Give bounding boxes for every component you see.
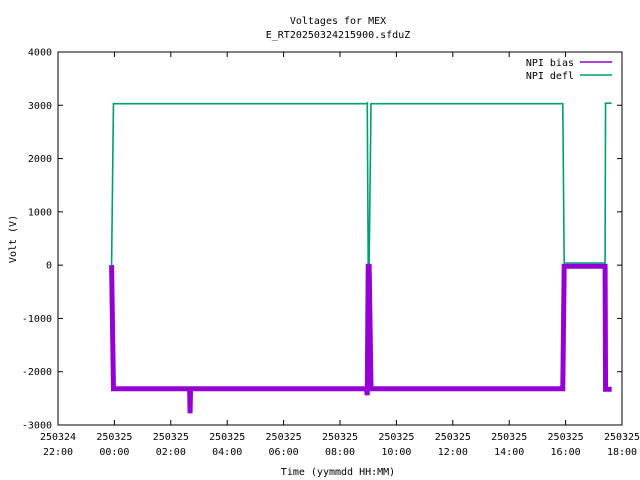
series-line-npi-defl: [110, 101, 612, 266]
y-tick-label: -3000: [22, 421, 52, 432]
plot-frame: [57, 51, 623, 426]
legend-label: NPI bias: [526, 58, 574, 69]
x-tick-time-label: 12:00: [438, 447, 468, 458]
y-tick-label: -1000: [22, 314, 52, 325]
x-axis: 250324 22:00 250325 00:00 250325 02:00 250325 0…: [40, 52, 640, 458]
x-tick-time-label: 18:00: [607, 447, 637, 458]
x-tick-time-label: 16:00: [551, 447, 581, 458]
y-tick-label: 0: [46, 261, 52, 272]
y-tick-label: 4000: [28, 48, 52, 59]
x-tick-date-label: 250325: [266, 432, 302, 443]
x-tick-time-label: 02:00: [156, 447, 186, 458]
y-tick-label: 3000: [28, 101, 52, 112]
y-axis-label: Volt (V): [8, 215, 19, 263]
chart-subtitle: E_RT20250324215900.sfduZ: [266, 30, 411, 41]
legend: NPI bias NPI defl: [526, 58, 612, 82]
legend-label: NPI defl: [526, 71, 574, 82]
x-tick-date-label: 250325: [153, 432, 189, 443]
x-tick-time-label: 10:00: [381, 447, 411, 458]
chart-title: Voltages for MEX: [290, 16, 386, 27]
series-layer: [109, 101, 612, 414]
y-tick-label: -2000: [22, 367, 52, 378]
x-tick-date-label: 250325: [322, 432, 358, 443]
x-tick-date-label: 250325: [491, 432, 527, 443]
x-tick-date-label: 250325: [209, 432, 245, 443]
series-line-npi-bias: [109, 263, 612, 414]
x-tick-time-label: 08:00: [325, 447, 355, 458]
y-tick-label: 2000: [28, 154, 52, 165]
x-tick-time-label: 00:00: [99, 447, 129, 458]
x-axis-label: Time (yymmdd HH:MM): [281, 467, 395, 478]
x-tick-time-label: 04:00: [212, 447, 242, 458]
x-tick-date-label: 250325: [96, 432, 132, 443]
x-tick-date-label: 250325: [378, 432, 414, 443]
x-tick-date-label: 250325: [604, 432, 640, 443]
x-tick-time-label: 14:00: [494, 447, 524, 458]
x-tick-date-label: 250324: [40, 432, 76, 443]
x-tick-time-label: 06:00: [269, 447, 299, 458]
x-tick-time-label: 22:00: [43, 447, 73, 458]
x-tick-date-label: 250325: [435, 432, 471, 443]
y-tick-label: 1000: [28, 207, 52, 218]
y-axis: -3000 -2000 -1000 0 1000 2000 3000 4000: [22, 48, 622, 432]
x-tick-date-label: 250325: [548, 432, 584, 443]
